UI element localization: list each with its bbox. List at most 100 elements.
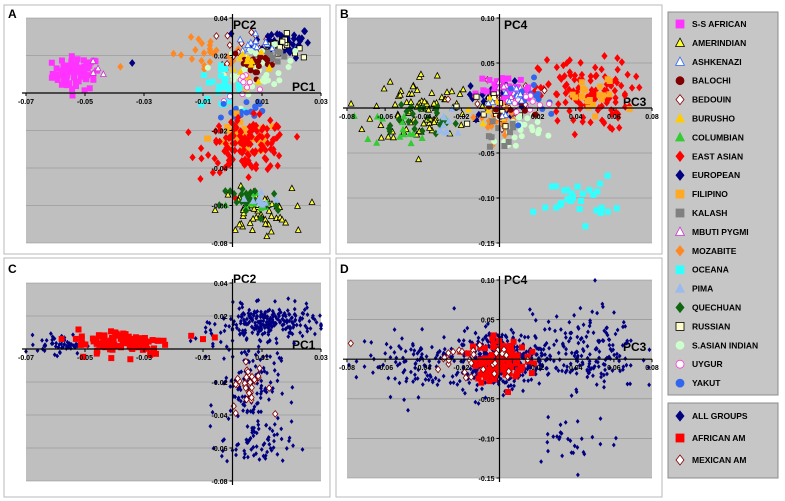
panel-c-point bbox=[53, 344, 58, 349]
panel-c-point bbox=[251, 358, 255, 364]
panel-d-point bbox=[613, 331, 618, 337]
panel-d-point bbox=[473, 399, 478, 405]
panel-d-point bbox=[585, 343, 590, 349]
panel-d-point bbox=[560, 368, 564, 374]
panel-d-point bbox=[566, 436, 570, 442]
panel-d-point bbox=[534, 365, 539, 371]
panel-d-point bbox=[601, 372, 606, 378]
panel-d-point bbox=[586, 329, 590, 335]
legend-main-item-marker bbox=[674, 282, 686, 293]
panel-a-point bbox=[69, 92, 76, 99]
panel-d-point bbox=[528, 370, 535, 377]
panel-c-point bbox=[242, 384, 249, 392]
panel-a-point bbox=[263, 155, 270, 164]
panel-c-point bbox=[241, 332, 246, 338]
panel-a-point bbox=[217, 66, 224, 73]
panel-b-point bbox=[480, 111, 487, 118]
panel-a-point bbox=[268, 200, 276, 207]
panel-a-point bbox=[257, 214, 264, 223]
panel-b-point bbox=[457, 121, 465, 128]
panel-d-point bbox=[457, 378, 462, 384]
panel-c-point bbox=[266, 384, 273, 393]
panel-b-point bbox=[424, 113, 431, 122]
panel-d-point bbox=[483, 324, 488, 329]
panel-c-point bbox=[203, 329, 208, 335]
panel-c-point bbox=[267, 442, 272, 447]
panel-b-point bbox=[478, 102, 486, 110]
panel-a-point bbox=[294, 202, 302, 209]
panel-d-point bbox=[546, 448, 550, 454]
panel-a-point bbox=[225, 84, 232, 91]
panel-c-point bbox=[286, 334, 291, 340]
panel-a-point bbox=[52, 71, 59, 78]
panel-c-point bbox=[277, 307, 282, 313]
panel-c-point bbox=[154, 337, 161, 344]
panel-a-point bbox=[240, 79, 247, 86]
panel-a-point bbox=[117, 62, 124, 71]
panel-d-point bbox=[402, 397, 406, 403]
panel-d-point bbox=[476, 335, 481, 341]
panel-a-point bbox=[205, 79, 212, 86]
panel-a-point bbox=[262, 146, 269, 154]
panel-c-point bbox=[249, 324, 254, 330]
panel-a-point bbox=[308, 198, 316, 205]
panel-c-point bbox=[219, 453, 224, 459]
panel-c-point bbox=[244, 437, 249, 443]
panel-c-point bbox=[259, 447, 264, 452]
panel-d-point bbox=[601, 304, 605, 310]
panel-a-point bbox=[226, 41, 233, 49]
panel-a-point bbox=[292, 54, 300, 62]
panel-a-point bbox=[257, 141, 265, 149]
panel-d-point bbox=[575, 445, 580, 450]
legend-main-item-marker bbox=[675, 340, 685, 350]
panel-d-point bbox=[368, 353, 373, 358]
panel-c-point bbox=[188, 332, 195, 339]
panel-d-point bbox=[436, 359, 441, 365]
panel-a-x-tick-label: -0.05 bbox=[77, 99, 93, 106]
panel-c-point bbox=[247, 437, 252, 442]
panel-b-point bbox=[464, 105, 472, 113]
panel-d-point bbox=[404, 378, 409, 384]
panel-a-point bbox=[247, 60, 255, 68]
panel-c-point bbox=[211, 445, 216, 451]
panel-a-point bbox=[213, 46, 220, 55]
panel-a-point bbox=[211, 206, 219, 213]
panel-a-point bbox=[197, 174, 204, 183]
panel-d-point bbox=[560, 453, 565, 459]
panel-c-point bbox=[236, 413, 240, 419]
panel-c-point bbox=[95, 332, 102, 339]
panel-d-point bbox=[411, 351, 416, 357]
panel-d-point bbox=[393, 359, 398, 365]
panel-b-point bbox=[364, 135, 372, 142]
panel-d-point bbox=[486, 321, 490, 327]
panel-d-point bbox=[611, 442, 616, 448]
panel-b-point bbox=[484, 106, 492, 114]
panel-b-point bbox=[459, 85, 467, 93]
panel-b-point bbox=[612, 94, 619, 102]
panel-c-point bbox=[272, 320, 276, 326]
panel-d-point bbox=[533, 343, 538, 349]
panel-c-point bbox=[272, 368, 277, 373]
panel-b-point bbox=[621, 91, 628, 100]
panel-d-point bbox=[522, 334, 527, 340]
panel-c-point bbox=[263, 456, 268, 461]
legend-admixed-item-marker bbox=[675, 433, 685, 443]
panel-c-point bbox=[101, 332, 108, 339]
panel-c-point bbox=[248, 393, 255, 402]
panel-a-point bbox=[58, 57, 65, 64]
panel-c-point bbox=[274, 340, 279, 346]
panel-c-point bbox=[272, 409, 279, 418]
panel-d-point bbox=[551, 434, 556, 440]
panel-c-point bbox=[236, 396, 241, 402]
panel-d-point bbox=[411, 379, 416, 384]
panel-c-point bbox=[75, 350, 80, 356]
legend-main-item-label: ASHKENAZI bbox=[692, 57, 742, 67]
panel-d-point bbox=[588, 367, 593, 372]
panel-d-point bbox=[470, 350, 477, 359]
panel-a-point bbox=[192, 45, 199, 54]
panel-b-point bbox=[377, 121, 385, 128]
panel-a-point bbox=[177, 51, 185, 59]
panel-b-point bbox=[613, 205, 620, 212]
panel-d-point bbox=[478, 379, 485, 386]
panel-d-point bbox=[596, 364, 601, 369]
